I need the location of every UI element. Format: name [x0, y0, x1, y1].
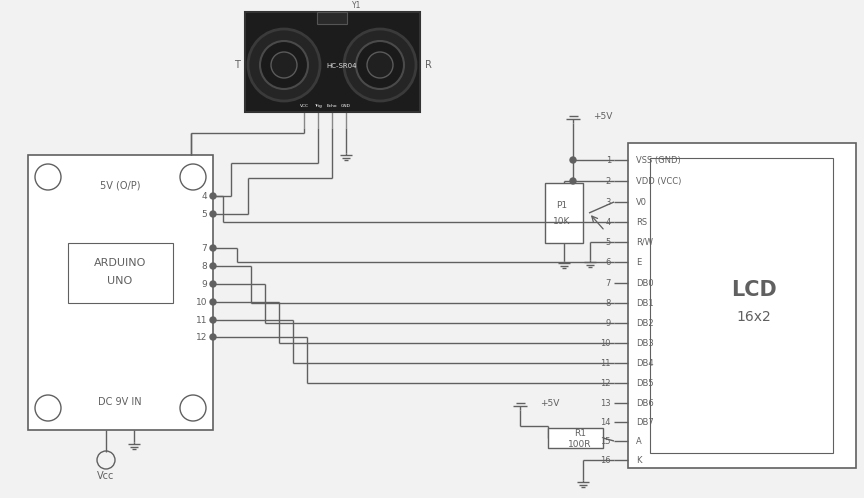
Text: 12: 12 — [600, 378, 611, 387]
Text: Trig: Trig — [314, 104, 322, 108]
Text: 100R: 100R — [569, 440, 592, 449]
Text: 7: 7 — [201, 244, 207, 252]
Text: Vcc: Vcc — [98, 471, 115, 481]
Text: UNO: UNO — [107, 276, 133, 286]
Text: 4: 4 — [201, 192, 207, 201]
Text: 6: 6 — [606, 257, 611, 266]
Text: Echo: Echo — [327, 104, 337, 108]
Circle shape — [210, 263, 216, 269]
Text: Y1: Y1 — [353, 0, 362, 9]
Text: HC-SR04: HC-SR04 — [327, 63, 357, 69]
Text: 3: 3 — [606, 198, 611, 207]
Text: 15: 15 — [600, 437, 611, 446]
Text: 4: 4 — [606, 218, 611, 227]
Circle shape — [210, 299, 216, 305]
Circle shape — [260, 41, 308, 89]
Circle shape — [570, 157, 576, 163]
Text: +5V: +5V — [593, 112, 613, 121]
Text: DC 9V IN: DC 9V IN — [98, 397, 142, 407]
Text: 1: 1 — [606, 155, 611, 164]
Circle shape — [356, 41, 404, 89]
Bar — [628, 143, 856, 468]
Text: LCD: LCD — [731, 280, 777, 300]
Text: T: T — [234, 60, 240, 70]
Text: 8: 8 — [201, 261, 207, 270]
Circle shape — [210, 317, 216, 323]
Text: DB4: DB4 — [636, 359, 654, 368]
Text: R/W: R/W — [636, 238, 653, 247]
Text: R: R — [424, 60, 431, 70]
Text: DB1: DB1 — [636, 298, 654, 307]
Text: DB0: DB0 — [636, 278, 654, 287]
Text: 9: 9 — [201, 279, 207, 288]
Text: E: E — [636, 257, 641, 266]
Text: VDD (VCC): VDD (VCC) — [636, 176, 682, 185]
Text: GND: GND — [341, 104, 351, 108]
Text: 8: 8 — [606, 298, 611, 307]
Text: 10: 10 — [600, 339, 611, 348]
Text: +5V: +5V — [540, 398, 559, 407]
Circle shape — [210, 211, 216, 217]
Circle shape — [570, 178, 576, 184]
Text: DB3: DB3 — [636, 339, 654, 348]
Bar — [68, 243, 173, 303]
Text: RS: RS — [636, 218, 647, 227]
Text: VCC: VCC — [300, 104, 308, 108]
Bar — [548, 428, 603, 448]
Text: 16x2: 16x2 — [737, 310, 772, 324]
Circle shape — [210, 193, 216, 199]
Text: 10: 10 — [195, 297, 207, 306]
Bar — [245, 12, 420, 112]
Text: 13: 13 — [600, 398, 611, 407]
Circle shape — [210, 334, 216, 340]
Bar — [650, 158, 833, 453]
Text: P1: P1 — [556, 201, 568, 210]
Circle shape — [248, 29, 320, 101]
Text: 12: 12 — [195, 333, 207, 342]
Text: DB7: DB7 — [636, 417, 654, 426]
Text: 9: 9 — [606, 319, 611, 328]
Text: DB2: DB2 — [636, 319, 654, 328]
Text: K: K — [636, 456, 641, 465]
Bar — [317, 12, 347, 24]
Text: R1: R1 — [574, 428, 586, 438]
Text: 5: 5 — [201, 210, 207, 219]
Circle shape — [344, 29, 416, 101]
Circle shape — [210, 281, 216, 287]
Circle shape — [210, 245, 216, 251]
Text: 7: 7 — [606, 278, 611, 287]
Text: 2: 2 — [606, 176, 611, 185]
Text: 11: 11 — [195, 316, 207, 325]
Text: ARDUINO: ARDUINO — [94, 258, 146, 268]
Bar — [28, 155, 213, 430]
Text: DB5: DB5 — [636, 378, 654, 387]
Text: A: A — [636, 437, 642, 446]
Text: 11: 11 — [600, 359, 611, 368]
Text: VSS (GND): VSS (GND) — [636, 155, 681, 164]
Text: V0: V0 — [636, 198, 647, 207]
Text: 14: 14 — [600, 417, 611, 426]
Circle shape — [367, 52, 393, 78]
Text: 10K: 10K — [553, 217, 571, 226]
Text: 5V (O/P): 5V (O/P) — [99, 180, 140, 190]
Text: 5: 5 — [606, 238, 611, 247]
Text: DB6: DB6 — [636, 398, 654, 407]
Text: 16: 16 — [600, 456, 611, 465]
Circle shape — [271, 52, 297, 78]
Bar — [545, 183, 583, 243]
